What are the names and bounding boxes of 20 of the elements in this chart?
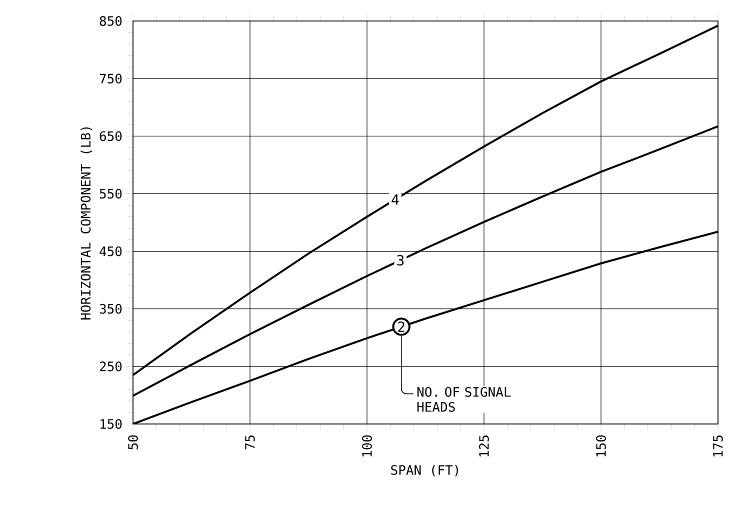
x-tick-label: 175 — [713, 436, 723, 456]
x-tick-label: 125 — [479, 436, 489, 456]
y-tick-label: 850 — [100, 16, 122, 26]
series-label: 2 — [398, 322, 404, 332]
y-tick-label: 450 — [100, 246, 122, 256]
y-tick-label: 550 — [100, 188, 122, 199]
y-tick-label: 650 — [100, 131, 122, 142]
y-tick-label: 350 — [100, 304, 122, 314]
y-tick-label: 150 — [100, 419, 122, 429]
y-tick-label: 250 — [100, 362, 122, 372]
x-tick-label: 50 — [128, 435, 138, 450]
series-label: 4 — [392, 194, 399, 205]
y-tick-label: 750 — [100, 74, 122, 84]
series-label: 3 — [397, 254, 404, 266]
y-axis-title: HORIZONTAL COMPONENT (LB) — [80, 127, 92, 320]
x-tick-label: 150 — [596, 435, 606, 456]
annotation: NO. OF SIGNAL HEADS — [417, 387, 511, 412]
x-tick-label: 100 — [362, 435, 372, 456]
x-tick-label: 75 — [245, 436, 255, 450]
x-axis-title: SPAN (FT) — [391, 464, 458, 476]
